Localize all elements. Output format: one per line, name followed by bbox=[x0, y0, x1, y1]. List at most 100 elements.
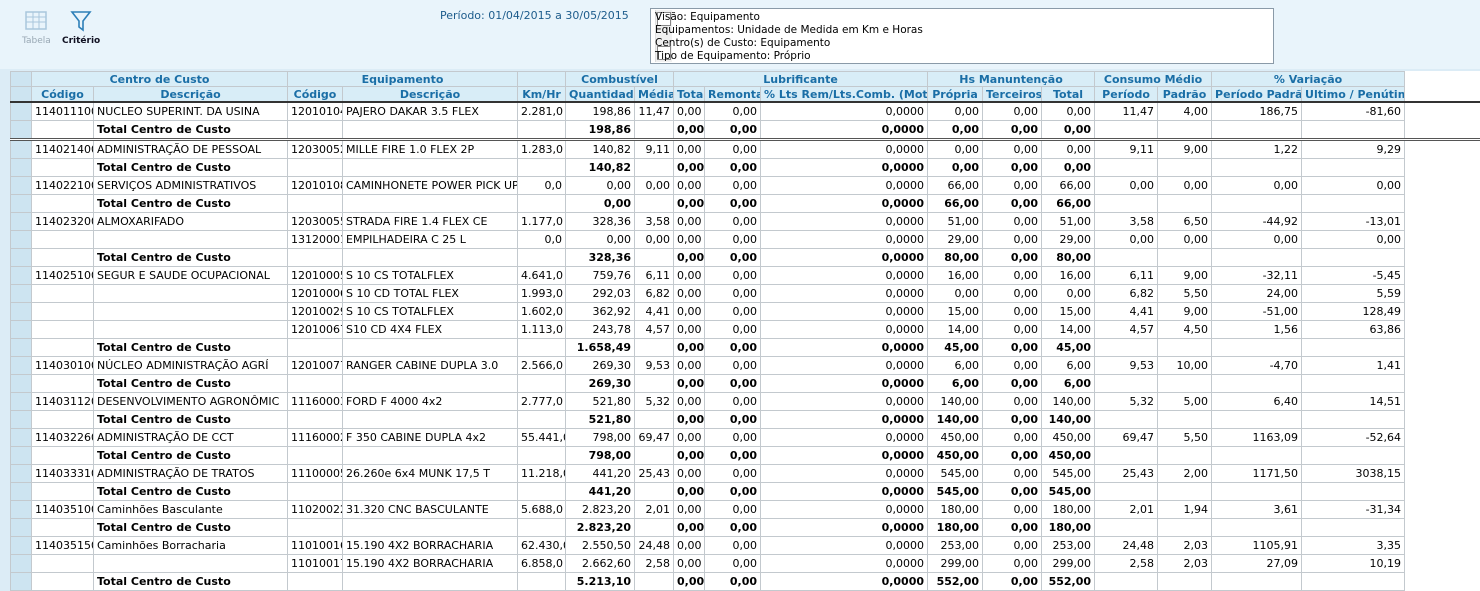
cell bbox=[288, 519, 343, 537]
cell bbox=[1158, 573, 1212, 591]
cell: Total Centro de Custo bbox=[94, 249, 288, 267]
cell bbox=[288, 159, 343, 177]
cell: 12010006 bbox=[288, 285, 343, 303]
cell: 140,00 bbox=[1042, 411, 1095, 429]
cell bbox=[635, 159, 674, 177]
cell: -13,01 bbox=[1302, 213, 1405, 231]
cell: EMPILHADEIRA C 25 L bbox=[343, 231, 518, 249]
cell: 5,32 bbox=[635, 393, 674, 411]
period: Período: 01/04/2015 a 30/05/2015 bbox=[440, 9, 629, 22]
cell bbox=[1158, 159, 1212, 177]
column-header: Código bbox=[32, 87, 94, 103]
cell: 0,00 bbox=[674, 465, 705, 483]
cell: 450,00 bbox=[1042, 447, 1095, 465]
cell: 299,00 bbox=[1042, 555, 1095, 573]
cell: 0,0000 bbox=[761, 465, 928, 483]
cell: 2.550,50 bbox=[566, 537, 635, 555]
filler bbox=[1405, 357, 1480, 375]
cell bbox=[343, 339, 518, 357]
filler bbox=[1405, 177, 1480, 195]
gutter bbox=[11, 303, 32, 321]
cell: 80,00 bbox=[1042, 249, 1095, 267]
cell: 1.658,49 bbox=[566, 339, 635, 357]
gutter bbox=[11, 321, 32, 339]
group-header: % Variação bbox=[1212, 72, 1405, 87]
cell: 0,00 bbox=[674, 537, 705, 555]
cell: 114021400 bbox=[32, 140, 94, 159]
cell bbox=[635, 121, 674, 140]
cell: 0,0 bbox=[518, 177, 566, 195]
cell bbox=[518, 159, 566, 177]
cell: 10,19 bbox=[1302, 555, 1405, 573]
cell: 11160002 bbox=[288, 429, 343, 447]
cell: Total Centro de Custo bbox=[94, 411, 288, 429]
gutter bbox=[11, 375, 32, 393]
cell bbox=[288, 195, 343, 213]
cell bbox=[1095, 195, 1158, 213]
cell: S10 CD 4X4 FLEX bbox=[343, 321, 518, 339]
cell bbox=[343, 249, 518, 267]
cell bbox=[1158, 483, 1212, 501]
criteria-button[interactable]: Critério bbox=[62, 10, 100, 46]
cell: 3,61 bbox=[1212, 501, 1302, 519]
cell: -5,45 bbox=[1302, 267, 1405, 285]
cell: 198,86 bbox=[566, 121, 635, 140]
cell: 0,0000 bbox=[761, 267, 928, 285]
cell: 63,86 bbox=[1302, 321, 1405, 339]
cell: 0,00 bbox=[983, 483, 1042, 501]
gutter bbox=[11, 573, 32, 591]
cell: 0,00 bbox=[674, 573, 705, 591]
column-header: Período Padrão bbox=[1212, 87, 1302, 103]
cell bbox=[1212, 375, 1302, 393]
gutter bbox=[11, 102, 32, 121]
cell: 0,00 bbox=[1042, 102, 1095, 121]
table-button[interactable]: Tabela bbox=[22, 10, 51, 46]
filler bbox=[1405, 555, 1480, 573]
cell: Total Centro de Custo bbox=[94, 159, 288, 177]
filler bbox=[1405, 231, 1480, 249]
cell: 0,00 bbox=[635, 177, 674, 195]
cell: 328,36 bbox=[566, 213, 635, 231]
cell bbox=[1212, 447, 1302, 465]
cell: DESENVOLVIMENTO AGRONÔMIC bbox=[94, 393, 288, 411]
cell: 441,20 bbox=[566, 465, 635, 483]
cell: 12010104 bbox=[288, 102, 343, 121]
cell: 5.213,10 bbox=[566, 573, 635, 591]
cell: 4,00 bbox=[1158, 102, 1212, 121]
cell: 45,00 bbox=[928, 339, 983, 357]
cell bbox=[343, 411, 518, 429]
filter-icon bbox=[69, 10, 93, 32]
cell: 0,00 bbox=[674, 213, 705, 231]
cell: 140,82 bbox=[566, 140, 635, 159]
cell: 29,00 bbox=[1042, 231, 1095, 249]
cell: 0,00 bbox=[674, 231, 705, 249]
cell: 0,00 bbox=[705, 177, 761, 195]
cell bbox=[94, 231, 288, 249]
cell bbox=[32, 483, 94, 501]
cell: 6,50 bbox=[1158, 213, 1212, 231]
cell: 0,00 bbox=[705, 321, 761, 339]
cell bbox=[1212, 339, 1302, 357]
cell: 798,00 bbox=[566, 429, 635, 447]
cell: SEGUR E SAUDE OCUPACIONAL bbox=[94, 267, 288, 285]
cell: 450,00 bbox=[928, 429, 983, 447]
cell bbox=[1095, 519, 1158, 537]
cell: Total Centro de Custo bbox=[94, 447, 288, 465]
cell bbox=[635, 519, 674, 537]
column-header: Código bbox=[288, 87, 343, 103]
cell: 0,00 bbox=[674, 140, 705, 159]
cell bbox=[1095, 159, 1158, 177]
cell: 0,00 bbox=[983, 285, 1042, 303]
cell: 2.823,20 bbox=[566, 501, 635, 519]
cell: 114025100 bbox=[32, 267, 94, 285]
cell bbox=[1302, 447, 1405, 465]
cell: 0,00 bbox=[928, 121, 983, 140]
cell: 0,0000 bbox=[761, 121, 928, 140]
gutter bbox=[11, 411, 32, 429]
cell bbox=[288, 339, 343, 357]
filler bbox=[1405, 159, 1480, 177]
cell: 25,43 bbox=[635, 465, 674, 483]
